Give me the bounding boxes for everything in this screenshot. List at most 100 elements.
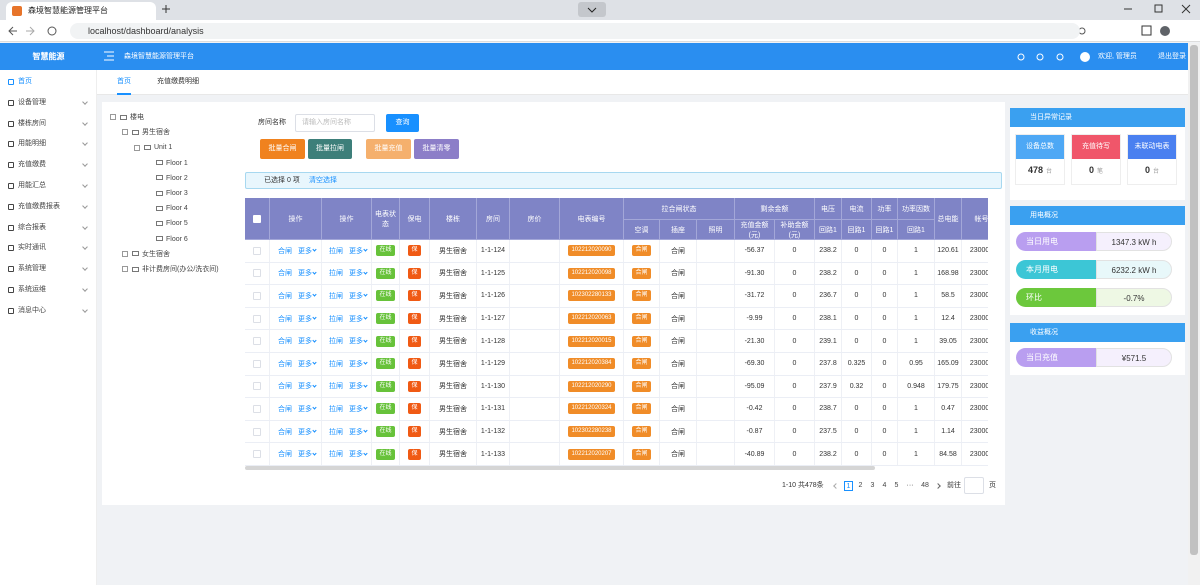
action-button[interactable]: 批量拉闸 [308,139,352,159]
more-link[interactable]: 更多 [349,270,363,278]
checkbox[interactable] [253,404,261,413]
checkbox[interactable] [253,291,261,300]
action-link[interactable]: 合闸 [278,405,292,413]
more-link[interactable]: 更多 [349,292,363,300]
tab[interactable]: 首页 [117,70,131,95]
more-link[interactable]: 更多 [349,360,363,368]
page-number[interactable]: ··· [906,482,914,489]
action-link[interactable]: 合闸 [278,292,292,300]
more-link[interactable]: 更多 [349,451,363,459]
tree-node[interactable]: 男生宿舍 [122,125,170,140]
tree-node[interactable]: Floor 3 [146,186,188,201]
tree-node[interactable]: Floor 4 [146,201,188,216]
stat-card[interactable]: 设备总数 478 台 [1015,134,1065,185]
tree-node[interactable]: Floor 5 [146,216,188,231]
page-next[interactable] [935,483,941,489]
menu-item[interactable]: 充值缴费 [0,155,97,175]
action-link[interactable]: 拉闸 [329,338,343,346]
action-button[interactable]: 批量充值 [366,139,411,159]
search-input[interactable]: 请输入房间名称 [295,114,375,132]
more-link[interactable]: 更多 [298,383,312,391]
menu-item[interactable]: 设备管理 [0,93,97,113]
action-link[interactable]: 拉闸 [329,292,343,300]
page-number[interactable]: 3 [870,482,875,489]
more-link[interactable]: 更多 [349,405,363,413]
menu-item[interactable]: 用能明细 [0,134,97,154]
tree-toggle[interactable] [122,129,128,136]
page-number[interactable]: 48 [921,482,929,489]
tree-toggle[interactable] [110,114,116,121]
menu-item[interactable]: 系统管理 [0,259,97,279]
action-link[interactable]: 合闸 [278,428,292,436]
more-link[interactable]: 更多 [349,383,363,391]
user-greeting[interactable]: 欢迎, 管理员 [1098,53,1137,60]
checkbox[interactable] [253,337,261,346]
more-link[interactable]: 更多 [298,315,312,323]
action-link[interactable]: 拉闸 [329,383,343,391]
checkbox[interactable] [253,359,261,368]
action-link[interactable]: 拉闸 [329,247,343,255]
menu-item[interactable]: 消息中心 [0,301,97,321]
tree-toggle[interactable] [122,250,128,257]
more-link[interactable]: 更多 [349,338,363,346]
action-link[interactable]: 合闸 [278,270,292,278]
checkbox[interactable] [253,382,261,391]
tree-toggle[interactable] [134,144,140,151]
action-link[interactable]: 合闸 [278,338,292,346]
checkbox[interactable] [253,269,261,278]
checkbox[interactable] [253,314,261,323]
page-scrollbar[interactable] [1188,43,1200,585]
url-field[interactable]: localhost/dashboard/analysis [70,23,1080,39]
more-link[interactable]: 更多 [298,405,312,413]
more-link[interactable]: 更多 [298,292,312,300]
action-link[interactable]: 合闸 [278,383,292,391]
action-link[interactable]: 拉闸 [329,315,343,323]
menu-item[interactable]: 用能汇总 [0,176,97,196]
menu-item[interactable]: 楼栋房间 [0,114,97,134]
action-link[interactable]: 合闸 [278,360,292,368]
tree-node[interactable]: Floor 2 [146,171,188,186]
page-number[interactable]: 5 [894,482,899,489]
action-link[interactable]: 合闸 [278,451,292,459]
tree-node[interactable]: 楼电 [110,110,144,125]
stat-card[interactable]: 充值待写 0 笔 [1071,134,1121,185]
more-link[interactable]: 更多 [298,428,312,436]
checkbox[interactable] [253,427,261,436]
menu-item[interactable]: 系统运维 [0,280,97,300]
more-link[interactable]: 更多 [349,247,363,255]
more-link[interactable]: 更多 [298,451,312,459]
checkbox[interactable] [253,214,261,223]
checkbox[interactable] [253,246,261,255]
action-link[interactable]: 合闸 [278,247,292,255]
page-input[interactable] [964,477,984,494]
more-link[interactable]: 更多 [298,360,312,368]
page-number[interactable]: 1 [844,481,853,491]
logout[interactable]: 退出登录 [1158,53,1186,60]
action-link[interactable]: 拉闸 [329,451,343,459]
menu-item[interactable]: 充值缴费报表 [0,197,97,217]
action-link[interactable]: 合闸 [278,315,292,323]
checkbox[interactable] [253,450,261,459]
page-number[interactable]: 2 [858,482,863,489]
menu-item[interactable]: 综合报表 [0,218,97,238]
search-button[interactable]: 查询 [386,114,419,132]
stat-card[interactable]: 未联动电表 0 台 [1127,134,1177,185]
tree-node[interactable]: Floor 6 [146,232,188,247]
menu-toggle[interactable] [104,51,114,61]
action-link[interactable]: 拉闸 [329,428,343,436]
browser-tab[interactable]: 森境智慧能源管理平台 [6,2,156,20]
more-link[interactable]: 更多 [349,428,363,436]
tree-node[interactable]: 非计费房间(办公/洗衣间) [122,262,219,277]
tree-node[interactable]: 女生宿舍 [122,247,170,262]
action-link[interactable]: 拉闸 [329,270,343,278]
logo[interactable]: 智慧能源 [32,52,65,61]
action-link[interactable]: 拉闸 [329,405,343,413]
menu-item[interactable]: 实时通讯 [0,238,97,258]
page-number[interactable]: 4 [882,482,887,489]
action-button[interactable]: 批量合闸 [260,139,305,159]
action-link[interactable]: 拉闸 [329,360,343,368]
table-scrollbar[interactable] [245,466,875,470]
more-link[interactable]: 更多 [298,338,312,346]
more-link[interactable]: 更多 [298,270,312,278]
page-prev[interactable] [833,483,839,489]
